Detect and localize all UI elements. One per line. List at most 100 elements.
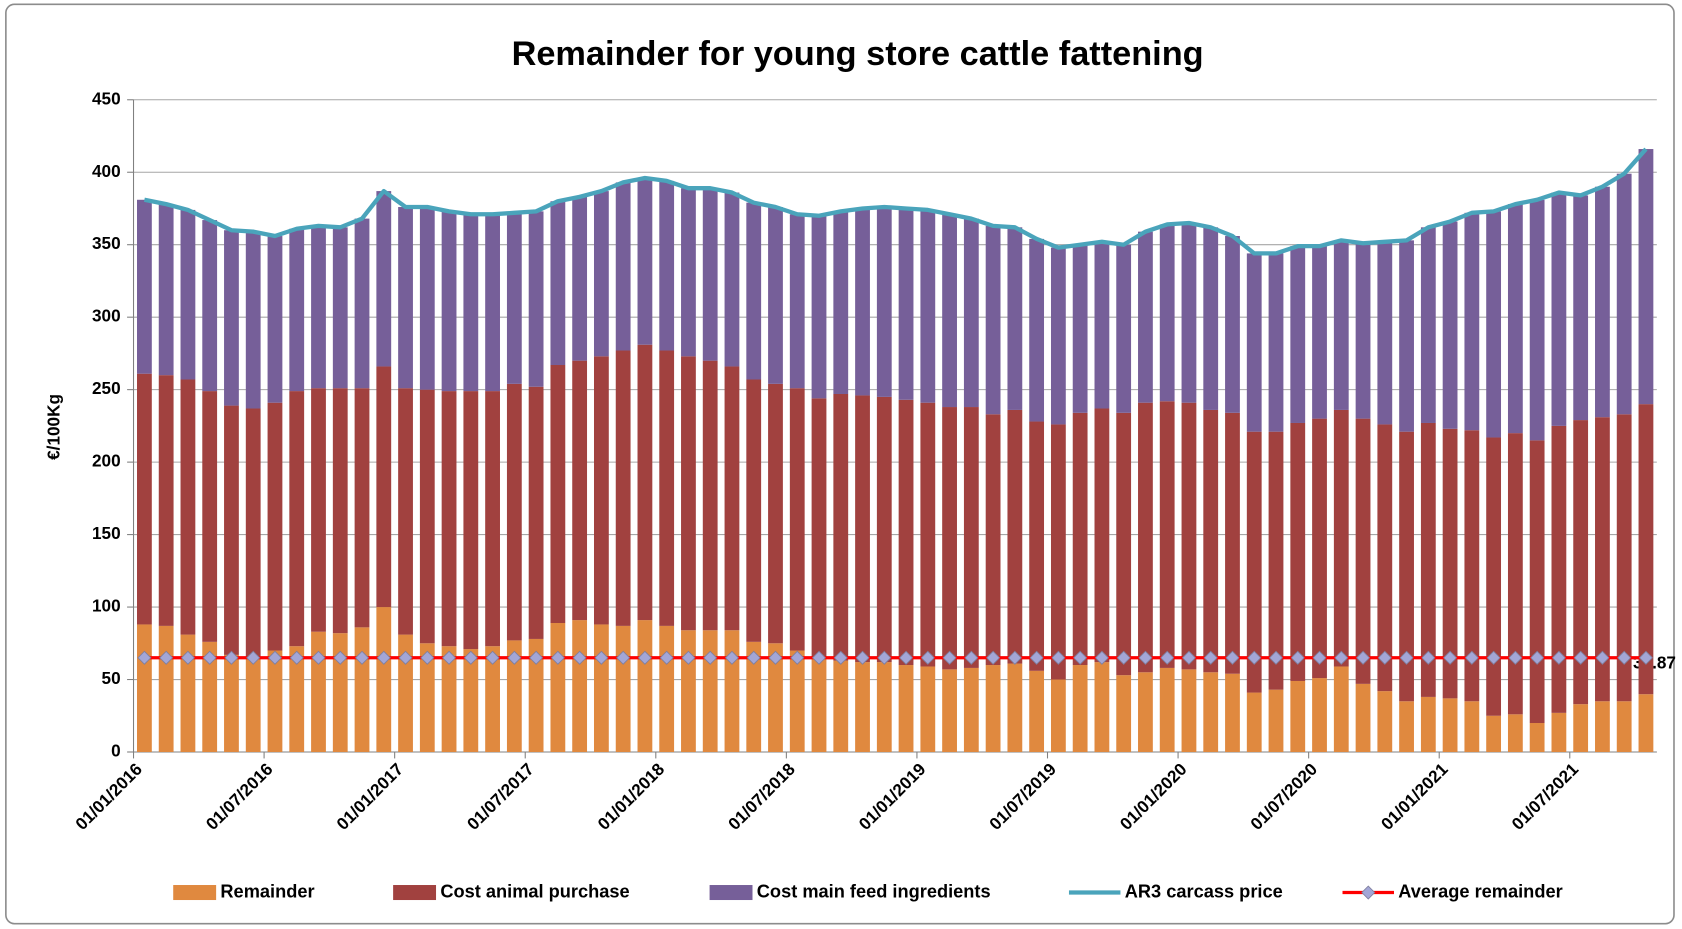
bar-segment (332, 388, 348, 634)
bar-segment (942, 669, 957, 752)
bar-segment (746, 379, 762, 642)
line-marker (420, 650, 435, 665)
bar-segment (311, 225, 326, 389)
bar-segment (876, 396, 892, 663)
bar-segment (354, 388, 370, 628)
bar-segment (1420, 227, 1436, 423)
bar-segment (1638, 149, 1654, 405)
bar-segment (1507, 714, 1523, 752)
bar-segment (224, 230, 239, 406)
line-marker (1029, 650, 1044, 665)
bar-segment (1638, 694, 1654, 752)
bar-segment (1312, 246, 1327, 419)
bar-segment (1595, 701, 1610, 752)
bar-segment (158, 375, 174, 626)
bar-segment (637, 620, 653, 752)
bar-segment (245, 231, 261, 409)
bar-segment (1529, 440, 1545, 724)
bar-segment (811, 215, 827, 399)
bar-segment (1094, 662, 1110, 752)
bar-segment (572, 620, 588, 752)
bar-segment (855, 208, 870, 396)
bar-segment (681, 356, 696, 631)
bar-segment (1616, 701, 1632, 752)
line-marker (1160, 650, 1175, 665)
bar-segment (245, 408, 261, 658)
y-tick-label: 250 (92, 378, 121, 398)
line-marker (855, 650, 870, 665)
bar-segment (1225, 236, 1240, 413)
bar-segment (463, 649, 479, 752)
bar-segment (789, 388, 805, 651)
bar-segment (398, 388, 413, 635)
bar-segment (419, 207, 435, 390)
bar-segment (1355, 683, 1371, 752)
bar-segment (1377, 691, 1393, 752)
bar-segment (593, 624, 609, 752)
bar-segment (1138, 402, 1153, 673)
bar-segment (811, 659, 827, 752)
line-marker (964, 650, 979, 665)
bar-segment (1464, 212, 1480, 431)
line-marker (398, 650, 413, 665)
bar-segment (332, 227, 348, 389)
bar-segment (1246, 692, 1262, 752)
line-marker (1312, 650, 1327, 665)
line-marker (768, 650, 783, 665)
line-marker (1638, 650, 1653, 665)
bar-segment (376, 607, 392, 752)
bar-segment (1268, 431, 1284, 690)
bar-segment (1573, 704, 1589, 752)
bar-segment (289, 391, 305, 647)
bar-segment (137, 199, 152, 374)
line-marker (986, 650, 1001, 665)
bar-segment (245, 657, 261, 752)
bar-segment (724, 192, 740, 367)
line-marker (1355, 650, 1371, 665)
bar-segment (224, 405, 239, 655)
bar-segment (158, 625, 174, 752)
bar-segment (137, 373, 152, 625)
bar-segment (506, 212, 522, 384)
bar-segment (1181, 222, 1197, 403)
legend-swatch (393, 885, 437, 901)
bar-segment (528, 386, 544, 639)
bar-segment (1399, 431, 1414, 702)
bar-segment (724, 366, 740, 631)
bar-segment (1464, 701, 1480, 752)
bar-segment (1486, 715, 1502, 752)
bar-segment (1573, 195, 1589, 421)
legend-label: Cost animal purchase (440, 880, 629, 901)
legend-label: Average remainder (1398, 880, 1562, 901)
bar-segment (1529, 723, 1545, 752)
bar-segment (1181, 402, 1197, 670)
line-marker (1247, 650, 1262, 665)
bar-segment (398, 634, 413, 752)
bar-segment (963, 667, 979, 752)
bar-segment (224, 654, 239, 752)
bar-segment (311, 631, 326, 752)
bar-segment (855, 395, 870, 663)
bar-segment (1399, 701, 1414, 752)
bar-segment (593, 356, 609, 625)
bar-segment (920, 666, 936, 752)
line-marker (1116, 650, 1131, 665)
bar-segment (1420, 696, 1436, 752)
bar-segment (985, 665, 1001, 752)
bar-segment (920, 209, 936, 403)
bar-segment (1595, 417, 1610, 702)
line-marker (1573, 650, 1588, 665)
bar-segment (1464, 430, 1480, 702)
bar-segment (789, 214, 805, 389)
bar-segment (463, 214, 479, 392)
line-marker (1508, 650, 1523, 665)
bar-segment (1116, 412, 1132, 676)
bar-segment (1312, 418, 1327, 679)
bar-segment (1246, 253, 1262, 432)
line-marker (507, 650, 522, 665)
bar-segment (202, 641, 218, 752)
legend-swatch (709, 885, 753, 901)
bar-segment (746, 202, 762, 380)
